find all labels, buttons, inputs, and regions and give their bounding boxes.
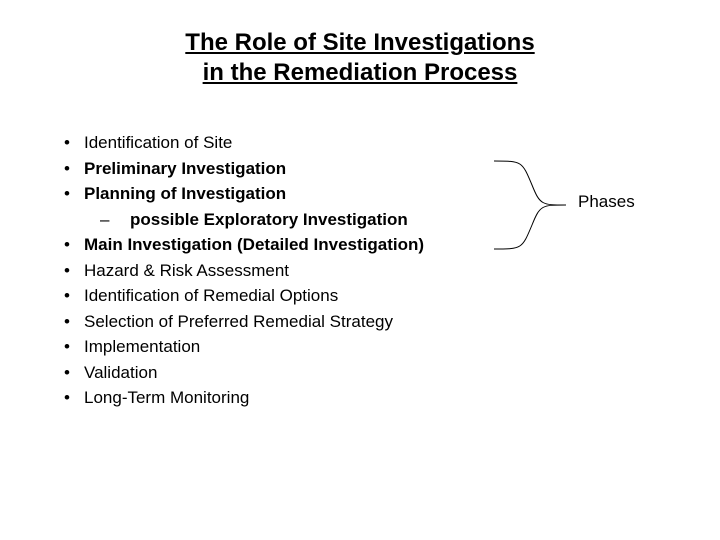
bullet-icon: • (50, 334, 84, 360)
list-item: •Planning of Investigation (50, 181, 424, 207)
list-item: •Identification of Site (50, 130, 424, 156)
bullet-icon: • (50, 232, 84, 258)
list-item-text: Preliminary Investigation (84, 156, 286, 182)
list-item-text: Identification of Site (84, 130, 232, 156)
title-line-1: The Role of Site Investigations (185, 29, 534, 56)
list-item-text: Hazard & Risk Assessment (84, 258, 289, 284)
bullet-icon: • (50, 385, 84, 411)
bullet-icon: • (50, 360, 84, 386)
bullet-icon: • (50, 309, 84, 335)
list-item: •Validation (50, 360, 424, 386)
list-item: •Preliminary Investigation (50, 156, 424, 182)
dash-icon: – (100, 207, 130, 233)
bullet-icon: • (50, 283, 84, 309)
list-item-text: Main Investigation (Detailed Investigati… (84, 232, 424, 258)
list-item: •Main Investigation (Detailed Investigat… (50, 232, 424, 258)
list-item-text: possible Exploratory Investigation (130, 207, 408, 233)
list-item: •Long-Term Monitoring (50, 385, 424, 411)
list-item-text: Selection of Preferred Remedial Strategy (84, 309, 393, 335)
list-item: •Identification of Remedial Options (50, 283, 424, 309)
bullet-list: •Identification of Site•Preliminary Inve… (50, 130, 424, 411)
phases-label: Phases (578, 192, 635, 212)
list-item: •Implementation (50, 334, 424, 360)
list-item-text: Planning of Investigation (84, 181, 286, 207)
list-item-text: Long-Term Monitoring (84, 385, 249, 411)
title-line-2: in the Remediation Process (203, 59, 518, 86)
list-item: •Selection of Preferred Remedial Strateg… (50, 309, 424, 335)
list-item: •Hazard & Risk Assessment (50, 258, 424, 284)
bullet-icon: • (50, 130, 84, 156)
bullet-icon: • (50, 156, 84, 182)
slide-title: The Role of Site Investigations in the R… (0, 0, 720, 88)
bullet-icon: • (50, 181, 84, 207)
list-item-text: Identification of Remedial Options (84, 283, 338, 309)
phases-brace (492, 155, 570, 260)
list-sub-item: –possible Exploratory Investigation (50, 207, 424, 233)
list-item-text: Validation (84, 360, 157, 386)
list-item-text: Implementation (84, 334, 200, 360)
bullet-icon: • (50, 258, 84, 284)
